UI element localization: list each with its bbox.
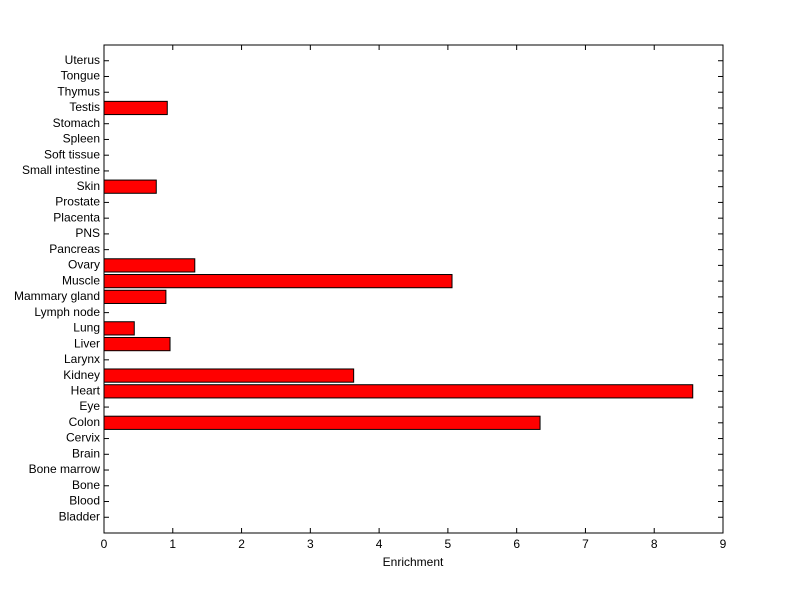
y-tick-label: Lymph node — [34, 305, 100, 319]
bar — [103, 336, 171, 352]
x-tick-label: 7 — [582, 537, 589, 551]
x-tick-label: 0 — [101, 537, 108, 551]
x-tick-label: 5 — [445, 537, 452, 551]
y-tick-label: Spleen — [63, 132, 100, 146]
x-tick-label: 6 — [513, 537, 520, 551]
y-tick-label: Testis — [69, 100, 100, 114]
y-tick-label: Uterus — [65, 53, 100, 67]
y-tick-label: Stomach — [53, 116, 100, 130]
y-tick-label: Bone — [72, 478, 100, 492]
y-tick-label: Pancreas — [49, 242, 100, 256]
bar — [103, 274, 453, 289]
bar — [103, 179, 157, 194]
bar — [103, 384, 694, 399]
y-tick-label: PNS — [75, 226, 100, 240]
y-tick-label: Colon — [69, 415, 100, 429]
y-tick-label: Small intestine — [22, 163, 100, 177]
bar — [103, 368, 355, 383]
bar — [103, 100, 168, 116]
bar — [103, 258, 196, 273]
plot-frame — [103, 44, 724, 534]
y-tick-label: Mammary gland — [14, 289, 100, 303]
y-tick-label: Muscle — [62, 273, 100, 287]
y-tick-label: Tongue — [61, 69, 101, 83]
x-tick-label: 2 — [238, 537, 245, 551]
y-tick-label: Cervix — [66, 431, 100, 445]
x-tick-label: 8 — [651, 537, 658, 551]
y-tick-label: Kidney — [63, 368, 100, 382]
x-tick-label: 3 — [307, 537, 314, 551]
y-tick-label: Ovary — [68, 258, 100, 272]
y-tick-label: Eye — [79, 399, 100, 413]
y-tick-label: Liver — [74, 336, 100, 350]
y-tick-label: Brain — [72, 446, 100, 460]
y-tick-label: Lung — [73, 321, 100, 335]
y-tick-label: Skin — [77, 179, 100, 193]
bar — [103, 321, 135, 336]
y-tick-label: Bone marrow — [29, 462, 101, 476]
x-tick-label: 1 — [169, 537, 176, 551]
bar — [103, 289, 167, 304]
x-tick-label: 9 — [720, 537, 727, 551]
y-tick-label: Prostate — [55, 195, 100, 209]
y-tick-label: Thymus — [57, 84, 100, 98]
y-tick-label: Placenta — [53, 210, 100, 224]
x-axis-label: Enrichment — [383, 555, 444, 569]
bar — [103, 415, 541, 430]
y-tick-label: Heart — [71, 383, 101, 397]
y-tick-label: Blood — [69, 494, 100, 508]
y-tick-label: Soft tissue — [44, 147, 100, 161]
y-tick-label: Larynx — [64, 352, 100, 366]
y-tick-label: Bladder — [59, 509, 100, 523]
x-tick-label: 4 — [376, 537, 383, 551]
